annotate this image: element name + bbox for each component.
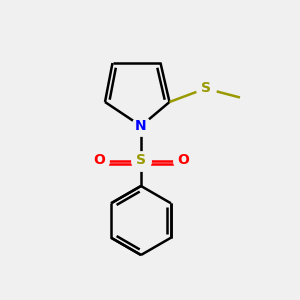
Text: N: N: [135, 119, 147, 133]
Text: O: O: [93, 154, 105, 167]
Text: O: O: [177, 154, 189, 167]
Text: S: S: [136, 154, 146, 167]
Text: S: S: [200, 82, 211, 95]
